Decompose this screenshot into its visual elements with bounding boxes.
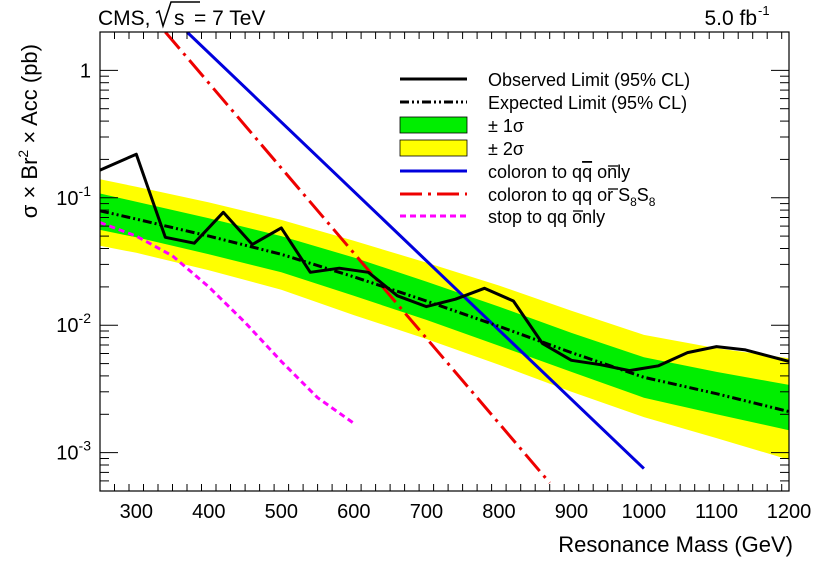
x-tick-label: 1100 (695, 501, 738, 523)
curve-stop (100, 221, 355, 425)
y-tick-label: 10-1 (56, 183, 91, 210)
legend-label-coloron: coloron to qq only (488, 162, 630, 182)
axis-ticks: 300 400 500 600 700 800 900 1000 1100 1200 1 10-1 10… (56, 31, 812, 523)
luminosity-exponent: -1 (758, 3, 770, 18)
x-tick-label: 300 (120, 501, 153, 523)
x-tick-label: 700 (410, 501, 443, 523)
x-tick-label: 900 (555, 501, 588, 523)
x-tick-label: 500 (265, 501, 298, 523)
y-tick-label: 10-2 (56, 310, 91, 337)
sqrt-sign-icon (155, 1, 200, 29)
y-axis-title: σ × Br2 × Acc (pb) (15, 44, 42, 218)
x-axis-title: Resonance Mass (GeV) (558, 532, 793, 557)
luminosity-label: 5.0 fb (704, 7, 757, 30)
legend-symbol-band1 (399, 116, 468, 134)
legend-label-expected: Expected Limit (95% CL) (488, 93, 687, 113)
legend-label-observed: Observed Limit (95% CL) (488, 70, 690, 90)
curve-coloron-s8 (164, 32, 551, 484)
x-tick-label: 400 (192, 501, 225, 523)
x-tick-label: 1200 (767, 501, 812, 523)
y-tick-label: 10-3 (56, 438, 91, 465)
experiment-label: CMS, (98, 7, 151, 30)
x-tick-label: 1000 (622, 501, 667, 523)
legend-label-band2: ± 2σ (488, 139, 524, 159)
legend: Observed Limit (95% CL) Expected Limit (… (399, 70, 690, 227)
y-tick-label: 1 (80, 60, 91, 82)
sqrt-argument: s (174, 7, 185, 30)
legend-symbol-band2 (399, 139, 468, 157)
x-tick-label: 800 (482, 501, 515, 523)
legend-label-band1: ± 1σ (488, 116, 524, 136)
curve-observed-limit (100, 152, 789, 373)
legend-label-stop: stop to qq only (488, 207, 605, 227)
plot-curves (100, 32, 789, 484)
legend-label-coloron-s8: coloron to qq or S8S8 (488, 185, 656, 209)
curve-expected-limit (100, 209, 789, 414)
band-1sigma (100, 193, 789, 431)
curve-coloron (185, 32, 645, 470)
x-tick-label: 600 (337, 501, 370, 523)
plot-frame (99, 31, 790, 492)
energy-label: = 7 TeV (194, 7, 265, 30)
uncertainty-bands (100, 179, 789, 460)
